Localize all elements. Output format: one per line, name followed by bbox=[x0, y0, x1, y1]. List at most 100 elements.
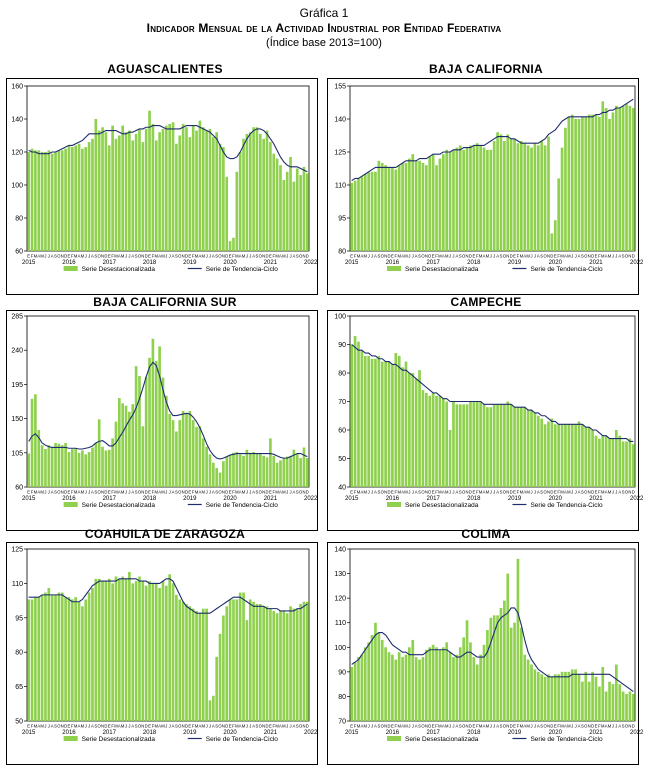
year-label: 2020 bbox=[223, 496, 237, 502]
year-label: 2020 bbox=[549, 260, 563, 266]
y-tick-label: 195 bbox=[11, 382, 23, 389]
month-label: O bbox=[218, 490, 222, 495]
bar bbox=[181, 411, 185, 487]
bar bbox=[360, 654, 364, 721]
month-label: D bbox=[469, 254, 472, 259]
month-label: A bbox=[618, 490, 621, 495]
bar bbox=[201, 438, 205, 487]
bar bbox=[458, 404, 462, 487]
month-label: A bbox=[118, 490, 121, 495]
bar bbox=[462, 637, 465, 721]
month-label: A bbox=[252, 254, 255, 259]
month-label: F bbox=[598, 254, 601, 259]
month-label: M bbox=[161, 254, 165, 259]
month-label: J bbox=[371, 490, 373, 495]
y-tick-label: 125 bbox=[11, 547, 23, 554]
bar bbox=[154, 360, 158, 487]
month-label: E bbox=[229, 254, 232, 259]
bar bbox=[107, 449, 111, 487]
bar bbox=[608, 438, 611, 487]
bar bbox=[185, 604, 188, 721]
month-label: O bbox=[584, 724, 588, 729]
bar bbox=[77, 143, 81, 251]
bar bbox=[492, 404, 496, 487]
bar bbox=[295, 168, 299, 251]
month-label: J bbox=[209, 254, 211, 259]
bar bbox=[472, 401, 476, 487]
month-label: O bbox=[57, 724, 61, 729]
chart-frame bbox=[327, 310, 639, 531]
bar bbox=[397, 652, 401, 721]
bar bbox=[272, 455, 276, 487]
bar bbox=[60, 592, 64, 721]
bar bbox=[37, 150, 41, 251]
year-label: 2022 bbox=[630, 730, 644, 736]
month-label: D bbox=[632, 254, 635, 259]
bar bbox=[238, 152, 242, 251]
month-label: F bbox=[435, 724, 438, 729]
bar bbox=[248, 599, 252, 721]
month-label: J bbox=[249, 724, 251, 729]
month-label: M bbox=[202, 254, 206, 259]
month-label: M bbox=[526, 490, 530, 495]
bar bbox=[289, 455, 292, 487]
month-label: J bbox=[48, 254, 50, 259]
bar bbox=[175, 143, 178, 251]
year-label: 2020 bbox=[223, 730, 237, 736]
bar bbox=[178, 420, 182, 487]
month-label: A bbox=[564, 724, 567, 729]
bar bbox=[509, 404, 513, 487]
bar bbox=[27, 453, 31, 487]
month-label: J bbox=[169, 254, 171, 259]
month-label: A bbox=[252, 490, 255, 495]
y-tick-label: 140 bbox=[11, 117, 23, 124]
month-label: D bbox=[225, 724, 228, 729]
month-label: F bbox=[395, 254, 398, 259]
bar bbox=[570, 424, 574, 487]
month-label: A bbox=[455, 490, 458, 495]
bar bbox=[401, 163, 404, 251]
month-label: F bbox=[192, 254, 195, 259]
bar bbox=[54, 442, 57, 487]
bar bbox=[543, 145, 547, 251]
bar bbox=[225, 456, 229, 487]
bar bbox=[191, 420, 195, 487]
bar bbox=[222, 461, 225, 487]
bar bbox=[598, 686, 601, 721]
bar bbox=[265, 606, 269, 721]
month-label: D bbox=[185, 254, 188, 259]
bar bbox=[614, 430, 618, 487]
legend-bar-swatch bbox=[387, 736, 402, 741]
bar bbox=[384, 165, 387, 251]
month-label: A bbox=[91, 254, 94, 259]
bar bbox=[567, 424, 571, 487]
bar bbox=[171, 420, 175, 487]
month-label: M bbox=[364, 490, 368, 495]
y-tick-label: 110 bbox=[12, 581, 23, 588]
bar bbox=[472, 145, 476, 251]
bar bbox=[448, 152, 452, 251]
month-label: E bbox=[188, 254, 191, 259]
month-label: F bbox=[354, 724, 357, 729]
bar bbox=[97, 130, 101, 251]
legend-trend-label: Serie de Tendencia-Ciclo bbox=[206, 502, 279, 509]
bar bbox=[50, 446, 54, 487]
bar bbox=[574, 669, 577, 721]
bar bbox=[357, 341, 360, 487]
month-label: J bbox=[571, 254, 573, 259]
bar bbox=[161, 377, 165, 487]
month-label: N bbox=[384, 724, 387, 729]
month-label: A bbox=[442, 490, 445, 495]
year-label: 2018 bbox=[143, 260, 157, 266]
month-label: E bbox=[350, 490, 353, 495]
month-label: E bbox=[554, 490, 557, 495]
bar bbox=[353, 180, 357, 251]
y-tick-label: 140 bbox=[334, 117, 346, 124]
bar bbox=[279, 460, 282, 487]
legend-bar-label: Serie Desestacionalizada bbox=[82, 736, 156, 743]
bar bbox=[536, 415, 540, 487]
bar bbox=[60, 445, 64, 487]
bar bbox=[584, 671, 588, 721]
month-label: M bbox=[121, 254, 125, 259]
